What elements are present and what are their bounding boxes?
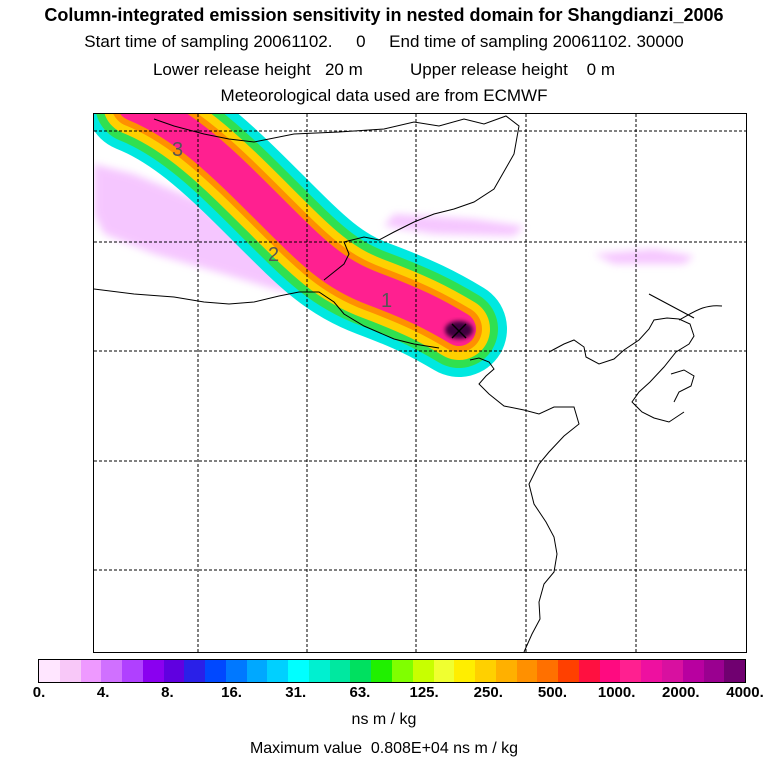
map-canvas: 3 2 1 <box>94 114 746 652</box>
legend-color-swatch <box>537 660 559 682</box>
legend-tick-label: 16. <box>221 684 242 701</box>
legend-tick-label: 8. <box>161 684 174 701</box>
legend-tick-labels: 0. 4. 8. 16. 31. 63. 125. 250. 500. 1000. 2000. 400… <box>0 684 768 704</box>
peninsula-south <box>670 369 695 403</box>
legend-color-swatch <box>578 660 600 682</box>
coastline-west <box>94 288 440 349</box>
sensitivity-map: 3 2 1 <box>93 113 747 653</box>
island-east <box>678 305 723 321</box>
color-legend <box>38 659 746 683</box>
legend-tick-label: 4000. <box>726 684 764 701</box>
plume-label-1: 1 <box>381 290 392 312</box>
legend-color-swatch <box>392 660 413 682</box>
outer-field-far-east <box>594 249 694 264</box>
legend-color-swatch <box>412 660 434 682</box>
legend-color-swatch <box>620 660 642 682</box>
legend-color-swatch <box>225 660 247 682</box>
legend-color-swatch <box>288 660 309 682</box>
coastlines <box>94 115 723 652</box>
plot-title: Column-integrated emission sensitivity i… <box>44 5 724 25</box>
legend-color-swatch <box>39 660 60 682</box>
maximum-value-note: Maximum value 0.808E+04 ns m / kg <box>249 740 519 757</box>
legend-color-swatch <box>641 660 662 682</box>
legend-tick-label: 63. <box>349 684 371 701</box>
coastline-northeast <box>548 317 695 423</box>
coastline-east <box>469 357 580 652</box>
legend-tick-label: 0. <box>32 684 46 701</box>
legend-color-swatch <box>205 660 226 682</box>
plume-label-3: 3 <box>172 139 183 161</box>
coastline-north <box>153 115 520 281</box>
legend-color-swatch <box>433 660 455 682</box>
legend-color-swatch <box>703 660 725 682</box>
legend-color-swatch <box>558 660 579 682</box>
legend-color-swatch <box>682 660 704 682</box>
receptor-marker <box>451 323 467 339</box>
legend-color-swatch <box>371 660 393 682</box>
legend-tick-label: 125. <box>409 684 439 701</box>
legend-tick-label: 500. <box>537 684 568 701</box>
legend-color-swatch <box>475 660 496 682</box>
legend-color-swatch <box>329 660 351 682</box>
grid <box>94 114 746 652</box>
plume-label-2: 2 <box>268 244 279 266</box>
sampling-time-line: Start time of sampling 20061102. 0 End t… <box>84 32 684 51</box>
legend-color-swatch <box>454 660 476 682</box>
legend-tick-label: 1000. <box>597 684 636 701</box>
legend-color-swatch <box>350 660 372 682</box>
legend-color-swatch <box>267 660 289 682</box>
legend-color-swatch <box>142 660 164 682</box>
legend-units: ns m / kg <box>351 711 417 728</box>
legend-color-swatch <box>661 660 683 682</box>
legend-color-swatch <box>122 660 143 682</box>
legend-color-swatch <box>80 660 102 682</box>
legend-tick-label: 31. <box>285 684 307 701</box>
legend-color-swatch <box>246 660 268 682</box>
legend-color-swatch <box>59 660 81 682</box>
legend-color-swatch <box>495 660 517 682</box>
island-northeast <box>648 293 695 319</box>
plume-labels: 3 2 1 <box>172 139 392 312</box>
outer-field-east <box>384 214 524 236</box>
legend-color-swatch <box>599 660 621 682</box>
plume-core <box>445 321 473 339</box>
met-data-line: Meteorological data used are from ECMWF <box>220 86 548 105</box>
legend-color-swatch <box>308 660 330 682</box>
legend-color-swatch <box>184 660 206 682</box>
release-height-line: Lower release height 20 m Upper release … <box>152 60 616 79</box>
legend-color-swatch <box>724 660 746 682</box>
legend-color-swatch <box>516 660 538 682</box>
legend-tick-label: 2000. <box>662 684 700 701</box>
legend-tick-label: 4. <box>96 684 110 701</box>
legend-color-swatch <box>101 660 123 682</box>
legend-color-swatch <box>163 660 185 682</box>
legend-tick-label: 250. <box>473 684 503 701</box>
